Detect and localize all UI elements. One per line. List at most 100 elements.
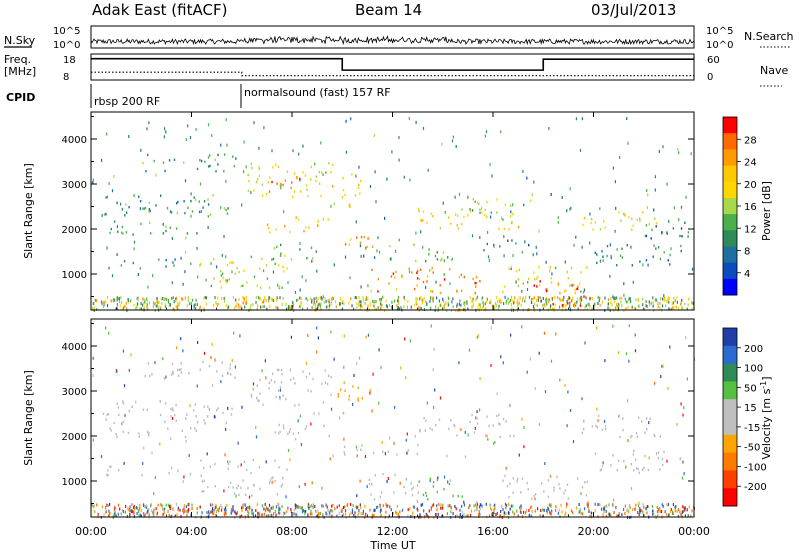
- powerData-speckle-663: [652, 301, 653, 304]
- powerData-speckle-672: [682, 307, 683, 310]
- velData-speckle-543: [344, 505, 345, 508]
- velData-speckle-617: [673, 503, 674, 506]
- powerData-speckle-599: [259, 297, 260, 300]
- velData-region0-cell: [195, 415, 196, 417]
- powerData-region10-cell: [366, 246, 367, 248]
- velData-region0-cell: [207, 405, 208, 407]
- velData-speckle-473: [372, 514, 373, 517]
- velData-region3-cell: [179, 369, 180, 371]
- velData-region9-cell: [380, 496, 381, 498]
- velData-outlier-891: [373, 373, 374, 376]
- velData-outlier-729: [183, 480, 184, 483]
- station-title: Adak East (fitACF): [92, 1, 227, 19]
- velData-speckle-326: [167, 510, 168, 513]
- velData-speckle-381: [118, 504, 119, 507]
- powerData-speckle-12: [557, 296, 558, 299]
- velData-region11-cell: [435, 424, 436, 426]
- velData-region5-cell: [307, 389, 308, 391]
- velData-outlier-770: [343, 366, 344, 369]
- velData-speckle-201: [475, 503, 476, 506]
- velData-speckle-633: [385, 503, 386, 506]
- velData-region14-cell: [583, 428, 584, 430]
- velData-outlier-886: [259, 512, 260, 515]
- powerData-speckle-468: [214, 296, 215, 299]
- velData-region4-cell: [210, 465, 211, 467]
- powerData-region7-cell: [308, 227, 309, 229]
- velData-outlier-843: [209, 408, 210, 411]
- velData-outlier-958: [93, 374, 94, 377]
- powerData-region13-cell: [510, 215, 511, 217]
- powerData-region0-cell: [190, 200, 191, 202]
- velData-speckle-194: [642, 511, 643, 514]
- velData-speckle-402: [185, 510, 186, 513]
- velData-speckle-468: [663, 505, 664, 508]
- velData-speckle-36: [121, 512, 122, 515]
- velData-speckle-677: [270, 514, 271, 517]
- velData-region4-cell: [281, 485, 282, 487]
- velData-speckle-662: [184, 510, 185, 513]
- velData-speckle-433: [675, 509, 676, 512]
- powerData-speckle-418: [260, 306, 261, 309]
- velData-outlier-833: [666, 460, 667, 463]
- velData-outlier-792: [380, 366, 381, 369]
- powerData-region16-cell: [534, 284, 535, 286]
- velData-speckle-7: [537, 507, 538, 510]
- velData-region2-cell: [107, 474, 108, 476]
- velData-region4-cell: [278, 466, 279, 468]
- velData-region3-cell: [216, 370, 217, 372]
- powerData-region0-cell: [105, 213, 106, 215]
- velData-speckle-107: [169, 514, 170, 517]
- powerData-region13-cell: [422, 219, 423, 221]
- velData-outlier-806: [265, 359, 266, 362]
- powerData-speckle-589: [514, 296, 515, 299]
- powerData-speckle-51: [358, 304, 359, 307]
- velCbar-swatch-9: [723, 488, 737, 506]
- velData-region2-cell: [177, 469, 178, 471]
- powerData-region0-cell: [145, 207, 146, 209]
- velData-region11-cell: [493, 424, 494, 426]
- velData-outlier-890: [638, 502, 639, 505]
- powerData-region2-cell: [133, 262, 134, 264]
- powerData-speckle-274: [128, 299, 129, 302]
- powerData-region18-cell: [627, 244, 628, 246]
- velData-region0-cell: [172, 407, 173, 409]
- powerData-region17-cell: [592, 228, 593, 230]
- velData-speckle-596: [127, 507, 128, 510]
- velData-region5-cell: [276, 396, 277, 398]
- powerData-outlier-742: [146, 127, 147, 130]
- velData-speckle-189: [398, 513, 399, 516]
- powerData-speckle-451: [182, 298, 183, 301]
- velData-region2-cell: [168, 472, 169, 474]
- velData-outlier-871: [450, 479, 451, 482]
- velData-region1-cell: [194, 427, 195, 429]
- powerData-region12-cell: [435, 255, 436, 257]
- velData-speckle-634: [153, 513, 154, 516]
- velData-speckle-179: [326, 504, 327, 507]
- velData-speckle-227: [131, 503, 132, 506]
- powerData-region0-cell: [155, 204, 156, 206]
- powerData-region9-cell: [355, 194, 356, 196]
- powerData-speckle-641: [355, 296, 356, 299]
- powerData-speckle-218: [317, 297, 318, 300]
- powerData-outlier-768: [642, 263, 643, 266]
- velData-region3-cell: [149, 375, 150, 377]
- powerData-outlier-835: [646, 189, 647, 192]
- powerData-speckle-172: [448, 304, 449, 307]
- velData-region5-cell: [272, 373, 273, 375]
- powerData-speckle-692: [149, 301, 150, 304]
- velData-region10-cell: [430, 478, 431, 480]
- velData-speckle-514: [235, 512, 236, 515]
- velData-region14-cell: [646, 428, 647, 430]
- powerData-outlier-827: [647, 206, 648, 209]
- powerData-region3-cell: [208, 165, 209, 167]
- powerData-outlier-775: [287, 281, 288, 284]
- velData-outlier-784: [93, 357, 94, 360]
- velData-speckle-342: [160, 503, 161, 506]
- velData-region9-cell: [403, 486, 404, 488]
- powerData-region8-cell: [284, 255, 285, 257]
- velData-speckle-474: [97, 512, 98, 515]
- powerData-speckle-471: [356, 302, 357, 305]
- beam-label: Beam 14: [355, 1, 422, 19]
- velData-outlier-745: [685, 336, 686, 339]
- powerData-outlier-794: [452, 139, 453, 142]
